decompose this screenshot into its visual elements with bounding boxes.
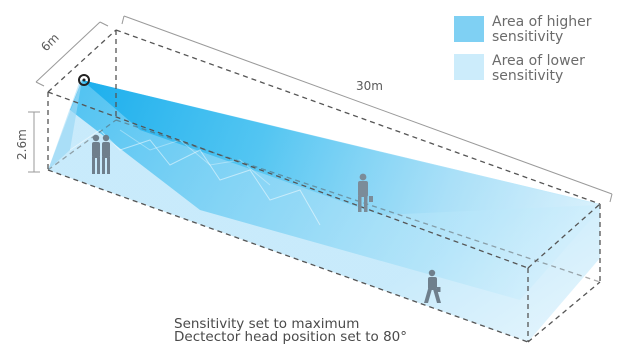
person-icon — [424, 269, 441, 303]
room-edge — [115, 29, 601, 205]
person-icon — [92, 134, 110, 174]
height-label: 2.6m — [15, 129, 29, 160]
room-edge — [47, 29, 117, 93]
room-edge — [527, 281, 601, 343]
room-edge — [527, 203, 601, 269]
legend-swatch-lower — [454, 54, 484, 80]
caption-line-1: Sensitivity set to maximum — [174, 316, 359, 332]
legend-lower-line1: Area of lower — [492, 53, 585, 69]
wall-beam — [48, 80, 82, 170]
coverage-area — [48, 80, 600, 342]
person-icon — [358, 173, 373, 212]
dimension-lines — [28, 15, 613, 203]
length-label: 30m — [356, 79, 383, 93]
detector-icon — [78, 74, 90, 86]
legend-lower-line2: sensitivity — [492, 68, 563, 84]
legend-higher-line1: Area of higher — [492, 14, 592, 30]
length-dimension-line — [123, 15, 613, 195]
beam-core — [82, 80, 600, 215]
width-label: 6m — [38, 31, 62, 55]
caption-line-2: Dectector head position set to 80° — [174, 329, 407, 344]
legend: Area of higher sensitivity Area of lower… — [454, 14, 592, 84]
width-dimension-line — [35, 21, 101, 83]
room-edge — [47, 91, 529, 269]
legend-higher-line2: sensitivity — [492, 29, 563, 45]
beam-step-pattern — [69, 129, 321, 226]
room-edge — [47, 169, 529, 343]
legend-swatch-higher — [454, 16, 484, 42]
